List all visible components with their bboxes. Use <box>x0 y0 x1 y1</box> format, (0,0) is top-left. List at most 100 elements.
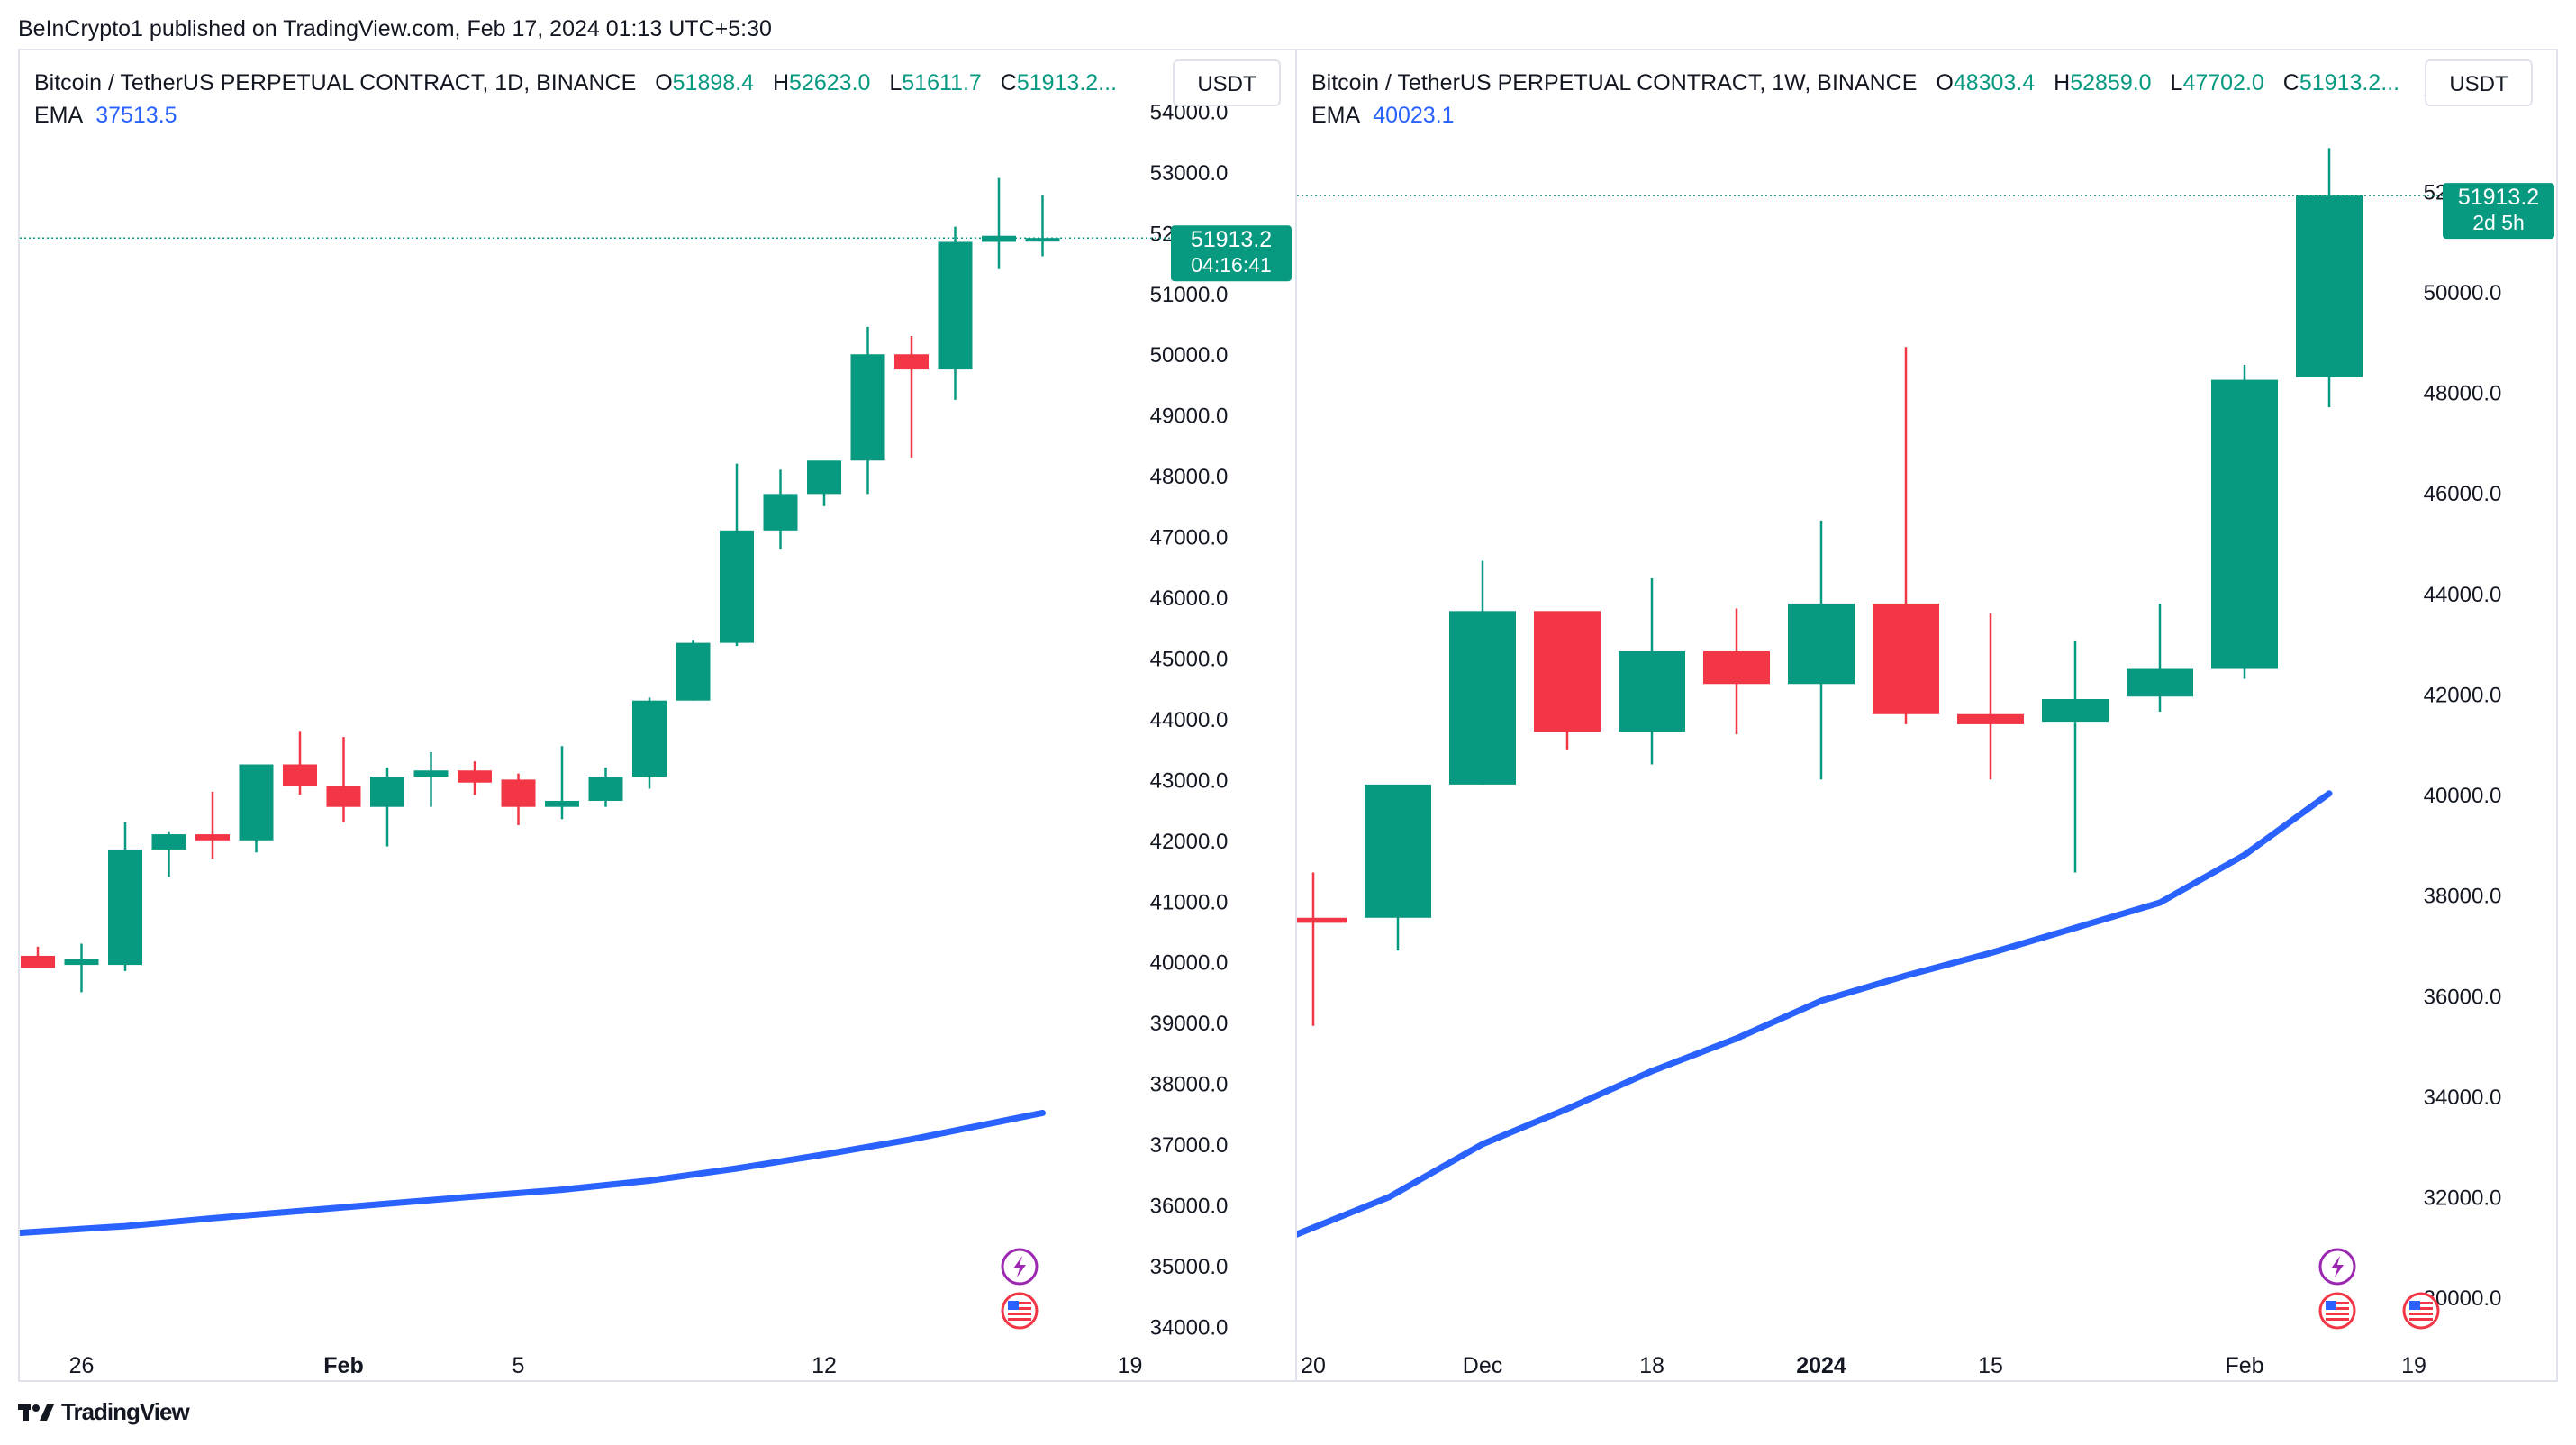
y-tick-label: 48000.0 <box>1150 465 1229 489</box>
currency-button[interactable]: USDT <box>2425 59 2533 106</box>
candle-body <box>588 776 623 801</box>
us-flag-icon-stripe <box>1008 1313 1031 1315</box>
candle-body <box>632 700 667 777</box>
y-tick-label: 49000.0 <box>1150 404 1229 429</box>
x-tick-label: Dec <box>1463 1353 1502 1378</box>
candle-body <box>458 770 492 783</box>
candle <box>632 697 667 789</box>
candle <box>64 943 99 993</box>
y-tick-label: 36000.0 <box>1150 1194 1229 1218</box>
high-value: 52623.0 <box>789 70 871 95</box>
ema-value: 40023.1 <box>1373 103 1455 128</box>
ema-row[interactable]: EMA 40023.1 <box>1311 99 2399 132</box>
y-tick-label: 41000.0 <box>1150 890 1229 914</box>
candle <box>195 791 230 859</box>
y-tick-label: 45000.0 <box>1150 647 1229 671</box>
y-tick-label: 51000.0 <box>1150 283 1229 307</box>
x-tick-label: 12 <box>812 1353 837 1378</box>
candle-body <box>1703 650 1770 685</box>
close-value: 51913.2... <box>1016 70 1118 95</box>
y-tick-label: 34000.0 <box>2424 1086 2502 1110</box>
lightning-icon <box>1001 1248 1039 1286</box>
symbol-title[interactable]: Bitcoin / TetherUS PERPETUAL CONTRACT, 1… <box>34 70 637 95</box>
candle-body <box>1297 917 1347 923</box>
candle <box>938 226 973 400</box>
x-tick-label: Feb <box>323 1353 363 1378</box>
us-flag-icon-canton <box>2326 1301 2336 1310</box>
candle <box>1534 611 1601 750</box>
us-flag-icon-stripe <box>2326 1318 2349 1321</box>
candle-body <box>501 779 536 807</box>
last-price-label: 51913.2 <box>1191 227 1272 252</box>
daily-chart-legend: Bitcoin / TetherUS PERPETUAL CONTRACT, 1… <box>34 67 1117 132</box>
y-tick-label: 35000.0 <box>1150 1255 1229 1279</box>
x-tick-label: 20 <box>1301 1353 1326 1378</box>
candle-body <box>2296 195 2363 377</box>
close-label: C <box>2282 70 2299 95</box>
low-label: L <box>2170 70 2183 95</box>
candle <box>545 746 579 820</box>
y-tick-label: 46000.0 <box>1150 586 1229 611</box>
candle <box>1449 560 1516 785</box>
candle-body <box>1025 238 1060 242</box>
open-value: 51898.4 <box>672 70 755 95</box>
candle <box>720 463 754 646</box>
weekly-chart-canvas[interactable]: 30000.032000.034000.036000.038000.040000… <box>1297 50 2560 1384</box>
us-flag-icon-stripe <box>2326 1307 2349 1310</box>
price-tag-bg <box>2443 183 2554 240</box>
x-tick-label: 5 <box>512 1353 525 1378</box>
lightning-icon <box>2318 1248 2356 1286</box>
tradingview-brand[interactable]: TradingView <box>61 1398 190 1425</box>
candle-body <box>2211 379 2278 669</box>
currency-button[interactable]: USDT <box>1173 59 1281 106</box>
price-tag-bg <box>1171 225 1292 282</box>
weekly-chart-panel[interactable]: 30000.0 32000.0 34000.0 36000.0 38000.0 40000… <box>1295 49 2558 1382</box>
candle <box>1025 195 1060 257</box>
x-tick-label: 18 <box>1639 1353 1664 1378</box>
candle-body <box>64 959 99 966</box>
countdown-label: 2d 5h <box>2472 211 2525 234</box>
y-tick-label: 36000.0 <box>2424 985 2502 1009</box>
candle-body <box>1619 650 1685 732</box>
candle-body <box>326 786 361 807</box>
us-flag-icon-canton <box>2409 1301 2420 1310</box>
y-tick-label: 40000.0 <box>2424 784 2502 808</box>
high-value: 52859.0 <box>2070 70 2152 95</box>
candle-body <box>108 849 142 966</box>
candle <box>676 640 711 701</box>
symbol-title[interactable]: Bitcoin / TetherUS PERPETUAL CONTRACT, 1… <box>1311 70 1918 95</box>
candle <box>2211 364 2278 679</box>
candle <box>151 831 186 877</box>
ema-line <box>20 1109 1046 1236</box>
ema-row[interactable]: EMA 37513.5 <box>34 99 1117 132</box>
open-label: O <box>655 70 673 95</box>
candle-body <box>982 235 1016 242</box>
price-tag: 51913.204:16:41 <box>1171 225 1292 282</box>
y-tick-label: 47000.0 <box>1150 526 1229 550</box>
daily-chart-panel[interactable]: 34000.0 35000.0 36000.0 37000.0 38000.0 39000… <box>18 49 1306 1382</box>
symbol-row: Bitcoin / TetherUS PERPETUAL CONTRACT, 1… <box>34 67 1117 99</box>
us-flag-icon <box>1001 1292 1039 1330</box>
x-tick-label: 15 <box>1978 1353 2003 1378</box>
candle <box>458 761 492 795</box>
ema-value: 37513.5 <box>95 103 177 128</box>
y-tick-label: 42000.0 <box>1150 830 1229 854</box>
footer: TradingView <box>18 1398 190 1426</box>
candle-body <box>370 776 404 807</box>
daily-chart-canvas[interactable]: 34000.0 35000.0 36000.0 37000.0 38000.0 39000… <box>20 50 1308 1384</box>
open-label: O <box>1936 70 1954 95</box>
candle <box>283 731 317 795</box>
x-tick-label: Feb <box>2225 1353 2263 1378</box>
candle <box>588 767 623 807</box>
ema-label: EMA <box>1311 103 1361 128</box>
candle <box>894 336 929 458</box>
candle <box>2042 641 2109 873</box>
y-tick-label: 34000.0 <box>1150 1315 1229 1340</box>
y-tick-label: 43000.0 <box>1150 768 1229 793</box>
candle-body <box>413 770 449 777</box>
us-flag-icon-stripe <box>1008 1318 1031 1321</box>
lightning-icon-glyph <box>1013 1256 1026 1277</box>
candle <box>2296 148 2363 408</box>
y-tick-label: 39000.0 <box>1150 1012 1229 1036</box>
close-value: 51913.2... <box>2299 70 2400 95</box>
